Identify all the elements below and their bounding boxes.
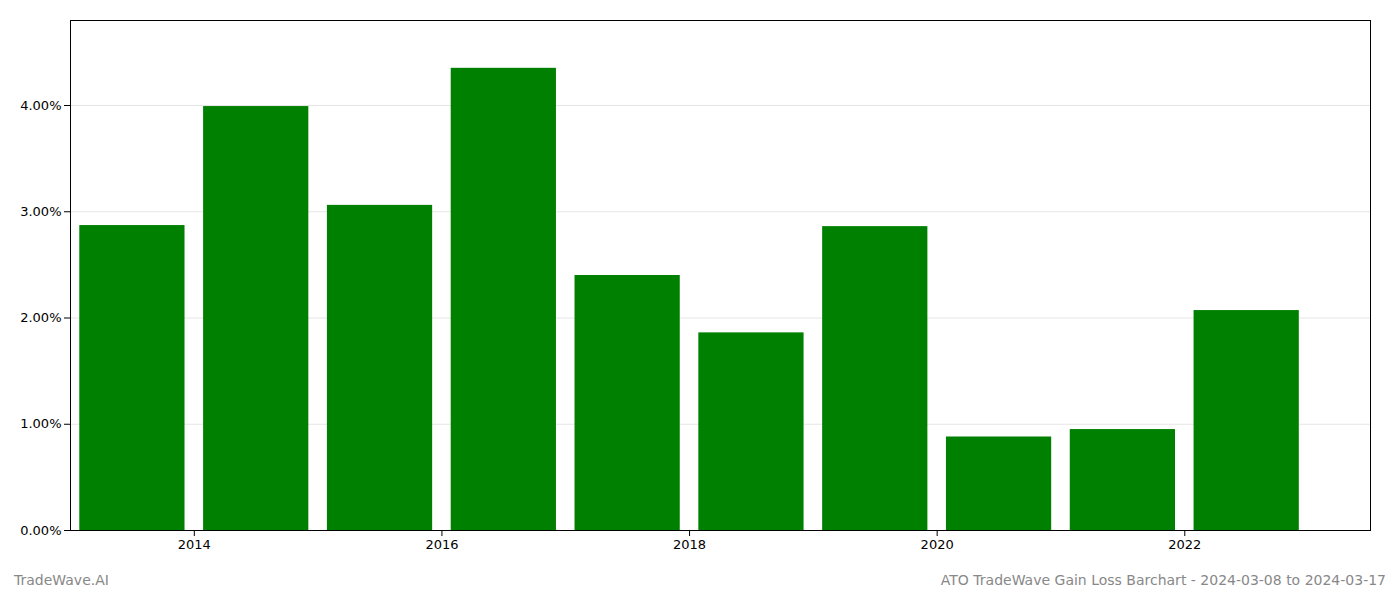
svg-text:2018: 2018	[673, 537, 706, 552]
html-text:TradeWave.AI: TradeWave.AI	[14, 572, 109, 588]
svg-text:2020: 2020	[921, 537, 954, 552]
svg-text:2.00%: 2.00%	[20, 310, 61, 325]
svg-text:0.00%: 0.00%	[20, 523, 61, 538]
svg-text:2016: 2016	[425, 537, 458, 552]
svg-text:2014: 2014	[178, 537, 211, 552]
svg-text:3.00%: 3.00%	[20, 204, 61, 219]
svg-text:4.00%: 4.00%	[20, 98, 61, 113]
html-text:ATO TradeWave Gain Loss Barcha: ATO TradeWave Gain Loss Barchart - 2024-…	[940, 572, 1386, 588]
svg-text:2022: 2022	[1168, 537, 1201, 552]
svg-text:1.00%: 1.00%	[20, 416, 61, 431]
